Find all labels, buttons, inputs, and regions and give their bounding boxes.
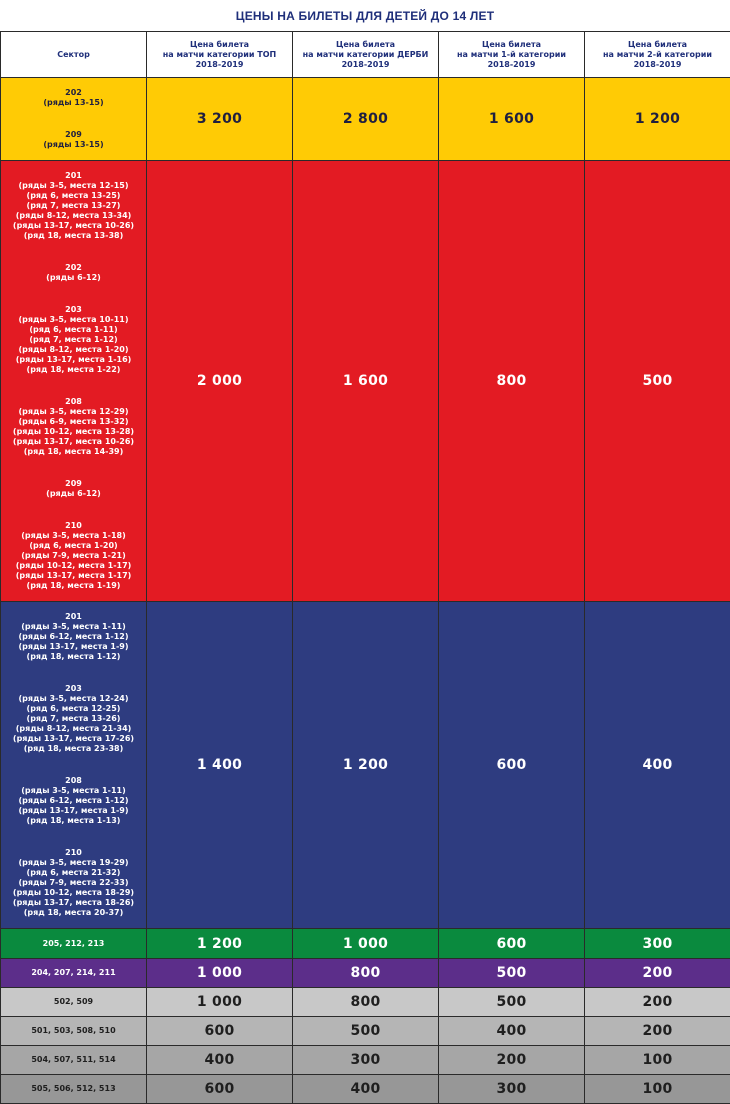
price-cat1: 500: [439, 988, 585, 1017]
sector-group: 202 (ряды 13-15): [1, 88, 146, 108]
price-top: 1 000: [147, 959, 293, 988]
price-top: 600: [147, 1017, 293, 1046]
price-cat2: 400: [585, 602, 730, 929]
price-cat1: 400: [439, 1017, 585, 1046]
price-derby: 1 000: [293, 929, 439, 959]
price-top: 1 200: [147, 929, 293, 959]
sector-group: 209 (ряды 6-12): [1, 479, 146, 499]
price-cat2: 1 200: [585, 78, 730, 161]
table-row: 201 (ряды 3-5, места 1-11) (ряды 6-12, м…: [1, 602, 730, 929]
header-sector: Сектор: [1, 32, 147, 78]
price-derby: 800: [293, 988, 439, 1017]
price-cat2: 100: [585, 1046, 730, 1075]
table-row: 502, 509 1 000 800 500 200: [1, 988, 730, 1017]
price-top: 1 400: [147, 602, 293, 929]
table-row: 501, 503, 508, 510 600 500 400 200: [1, 1017, 730, 1046]
header-cat1: Цена билета на матчи 1-й категории 2018-…: [439, 32, 585, 78]
price-cat1: 300: [439, 1075, 585, 1104]
sector-group: 202 (ряды 6-12): [1, 263, 146, 283]
header-cat2: Цена билета на матчи 2-й категории 2018-…: [585, 32, 730, 78]
price-derby: 500: [293, 1017, 439, 1046]
price-derby: 1 200: [293, 602, 439, 929]
table-row: 504, 507, 511, 514 400 300 200 100: [1, 1046, 730, 1075]
sector-group: 208 (ряды 3-5, места 1-11) (ряды 6-12, м…: [1, 776, 146, 826]
sector-cell: 505, 506, 512, 513: [1, 1075, 147, 1104]
sector-cell: 502, 509: [1, 988, 147, 1017]
price-cat1: 1 600: [439, 78, 585, 161]
sector-cell: 501, 503, 508, 510: [1, 1017, 147, 1046]
price-derby: 2 800: [293, 78, 439, 161]
sector-group: 201 (ряды 3-5, места 12-15) (ряд 6, мест…: [1, 171, 146, 241]
table-row: 204, 207, 214, 211 1 000 800 500 200: [1, 959, 730, 988]
sector-cell: 205, 212, 213: [1, 929, 147, 959]
page-title: ЦЕНЫ НА БИЛЕТЫ ДЛЯ ДЕТЕЙ ДО 14 ЛЕТ: [0, 0, 730, 31]
price-table: Сектор Цена билета на матчи категории ТО…: [0, 31, 730, 1104]
sector-group: 201 (ряды 3-5, места 1-11) (ряды 6-12, м…: [1, 612, 146, 662]
table-row: 505, 506, 512, 513 600 400 300 100: [1, 1075, 730, 1104]
price-top: 2 000: [147, 161, 293, 602]
sector-group: 203 (ряды 3-5, места 12-24) (ряд 6, мест…: [1, 684, 146, 754]
price-derby: 800: [293, 959, 439, 988]
price-cat2: 200: [585, 1017, 730, 1046]
price-cat2: 200: [585, 988, 730, 1017]
price-cat2: 200: [585, 959, 730, 988]
price-cat1: 800: [439, 161, 585, 602]
price-cat1: 500: [439, 959, 585, 988]
sector-cell: 204, 207, 214, 211: [1, 959, 147, 988]
price-cat2: 300: [585, 929, 730, 959]
table-row: 202 (ряды 13-15) 209 (ряды 13-15) 3 200 …: [1, 78, 730, 161]
table-row: 205, 212, 213 1 200 1 000 600 300: [1, 929, 730, 959]
price-derby: 400: [293, 1075, 439, 1104]
price-top: 400: [147, 1046, 293, 1075]
price-derby: 300: [293, 1046, 439, 1075]
sector-group: 210 (ряды 3-5, места 1-18) (ряд 6, места…: [1, 521, 146, 591]
sector-cell: 504, 507, 511, 514: [1, 1046, 147, 1075]
sector-group: 209 (ряды 13-15): [1, 130, 146, 150]
price-top: 600: [147, 1075, 293, 1104]
sector-cell: 202 (ряды 13-15) 209 (ряды 13-15): [1, 78, 147, 161]
sector-group: 210 (ряды 3-5, места 19-29) (ряд 6, мест…: [1, 848, 146, 918]
header-top: Цена билета на матчи категории ТОП 2018-…: [147, 32, 293, 78]
sector-group: 208 (ряды 3-5, места 12-29) (ряды 6-9, м…: [1, 397, 146, 457]
price-cat1: 600: [439, 602, 585, 929]
price-cat1: 200: [439, 1046, 585, 1075]
price-top: 3 200: [147, 78, 293, 161]
sector-cell: 201 (ряды 3-5, места 12-15) (ряд 6, мест…: [1, 161, 147, 602]
price-derby: 1 600: [293, 161, 439, 602]
table-row: 201 (ряды 3-5, места 12-15) (ряд 6, мест…: [1, 161, 730, 602]
sector-group: 203 (ряды 3-5, места 10-11) (ряд 6, мест…: [1, 305, 146, 375]
price-cat2: 500: [585, 161, 730, 602]
sector-cell: 201 (ряды 3-5, места 1-11) (ряды 6-12, м…: [1, 602, 147, 929]
price-top: 1 000: [147, 988, 293, 1017]
header-row: Сектор Цена билета на матчи категории ТО…: [1, 32, 730, 78]
header-derby: Цена билета на матчи категории ДЕРБИ 201…: [293, 32, 439, 78]
price-cat2: 100: [585, 1075, 730, 1104]
price-cat1: 600: [439, 929, 585, 959]
